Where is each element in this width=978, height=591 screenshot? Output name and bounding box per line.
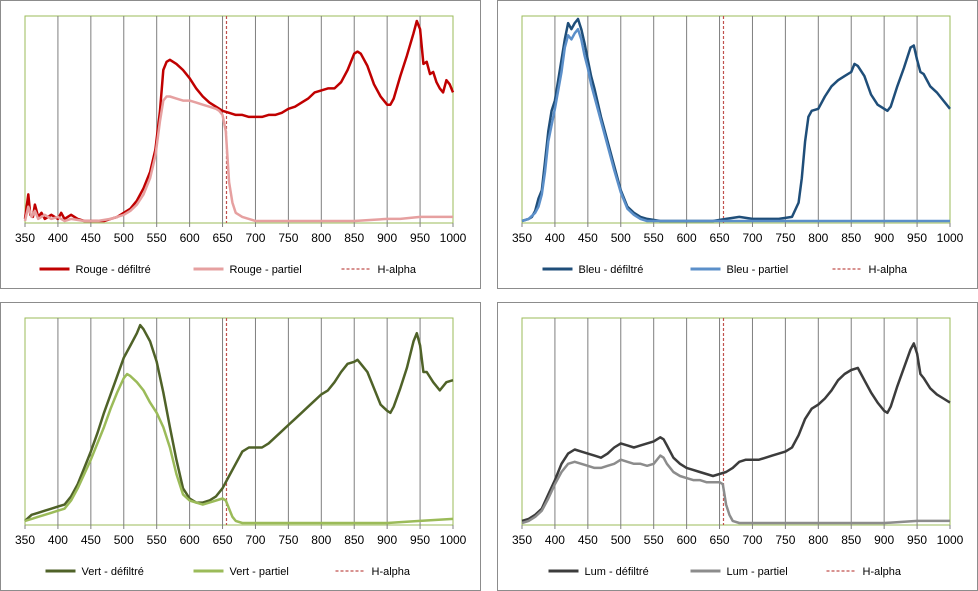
- x-tick-label: 850: [344, 533, 364, 547]
- x-tick-label: 400: [545, 231, 565, 245]
- x-tick-label: 500: [114, 231, 134, 245]
- chart-vert: 350 400 450 500 550 600 650 700 750 800 850 900 950 1…: [15, 317, 467, 578]
- legend-label: Bleu - partiel: [727, 264, 789, 276]
- legend-label: Lum - défiltré: [585, 566, 649, 578]
- chart-bleu: 350 400 450 500 550 600 650 700 750 800 850 900 950 1…: [512, 15, 964, 276]
- x-tick-label: 900: [874, 533, 894, 547]
- x-tick-label: 650: [710, 533, 730, 547]
- x-tick-label: 750: [278, 533, 298, 547]
- legend-label: H-alpha: [863, 566, 902, 578]
- series-line-vert-partiel: [24, 372, 454, 525]
- x-tick-label: 700: [742, 231, 762, 245]
- legend-label: Bleu - défiltré: [579, 264, 644, 276]
- series-line-lum-defiltre: [521, 342, 951, 523]
- x-tick-label: 450: [578, 231, 598, 245]
- x-tick-label: 1000: [937, 231, 964, 245]
- legend-label: H-alpha: [378, 264, 417, 276]
- x-tick-label: 700: [245, 231, 265, 245]
- legend-label: Vert - défiltré: [82, 566, 144, 578]
- chart-panel-lum: 350 400 450 500 550 600 650 700 750 800 850 900 950 1…: [497, 302, 978, 591]
- x-tick-label: 500: [114, 533, 134, 547]
- x-tick-label: 650: [710, 231, 730, 245]
- plot-area: [521, 15, 951, 224]
- legend-label: H-alpha: [869, 264, 908, 276]
- x-tick-label: 550: [644, 533, 664, 547]
- x-tick-label: 400: [48, 533, 68, 547]
- series-line-lum-partiel: [521, 454, 950, 525]
- x-tick-label: 1000: [440, 231, 467, 245]
- x-tick-label: 900: [377, 533, 397, 547]
- x-tick-label: 1000: [937, 533, 964, 547]
- x-tick-label: 600: [180, 231, 200, 245]
- x-tick-label: 650: [213, 231, 233, 245]
- x-tick-label: 950: [907, 533, 927, 547]
- x-tick-label: 800: [311, 533, 331, 547]
- x-tick-label: 900: [874, 231, 894, 245]
- x-tick-label: 700: [742, 533, 762, 547]
- legend-label: Rouge - défiltré: [76, 264, 151, 276]
- x-tick-label: 850: [841, 533, 861, 547]
- chart-panel-rouge: 350 400 450 500 550 600 650 700 750 800 850 900 950 1…: [0, 0, 481, 289]
- chart-lum: 350 400 450 500 550 600 650 700 750 800 850 900 950 1…: [512, 317, 964, 578]
- x-tick-label: 400: [545, 533, 565, 547]
- series-line-rouge-partiel: [23, 95, 453, 223]
- x-tick-label: 350: [15, 533, 35, 547]
- x-tick-label: 500: [611, 533, 631, 547]
- series-line-rouge-defiltre: [23, 19, 455, 223]
- legend-label: H-alpha: [372, 566, 411, 578]
- x-tick-label: 600: [677, 231, 697, 245]
- x-tick-label: 350: [15, 231, 35, 245]
- x-tick-label: 750: [775, 533, 795, 547]
- x-tick-label: 950: [410, 533, 430, 547]
- x-tick-label: 500: [611, 231, 631, 245]
- plot-area: [24, 15, 454, 224]
- series-line-vert-defiltre: [24, 323, 454, 522]
- x-tick-label: 900: [377, 231, 397, 245]
- x-tick-label: 800: [311, 231, 331, 245]
- series-line-bleu-defiltre: [521, 17, 951, 223]
- series-line-bleu-partiel: [521, 27, 950, 223]
- x-tick-label: 350: [512, 231, 532, 245]
- x-tick-label: 450: [81, 231, 101, 245]
- x-tick-label: 750: [278, 231, 298, 245]
- x-tick-label: 800: [808, 533, 828, 547]
- x-tick-label: 400: [48, 231, 68, 245]
- x-tick-label: 600: [180, 533, 200, 547]
- x-tick-label: 1000: [440, 533, 467, 547]
- chart-rouge: 350 400 450 500 550 600 650 700 750 800 850 900 950 1…: [15, 15, 467, 276]
- x-tick-label: 850: [344, 231, 364, 245]
- x-tick-label: 600: [677, 533, 697, 547]
- legend: Bleu - défiltré Bleu - partiel H-alpha: [542, 264, 908, 276]
- legend: Lum - défiltré Lum - partiel H-alpha: [548, 566, 902, 578]
- legend: Vert - défiltré Vert - partiel H-alpha: [45, 566, 411, 578]
- x-tick-label: 650: [213, 533, 233, 547]
- x-tick-label: 950: [907, 231, 927, 245]
- x-tick-label: 550: [147, 231, 167, 245]
- x-tick-label: 450: [81, 533, 101, 547]
- x-tick-label: 850: [841, 231, 861, 245]
- x-tick-label: 950: [410, 231, 430, 245]
- legend: Rouge - défiltré Rouge - partiel H-alpha: [39, 264, 417, 276]
- x-tick-label: 350: [512, 533, 532, 547]
- x-tick-label: 450: [578, 533, 598, 547]
- legend-label: Rouge - partiel: [230, 264, 302, 276]
- legend-label: Lum - partiel: [727, 566, 788, 578]
- chart-panel-vert: 350 400 450 500 550 600 650 700 750 800 850 900 950 1…: [0, 302, 481, 591]
- x-tick-label: 750: [775, 231, 795, 245]
- x-tick-label: 550: [147, 533, 167, 547]
- x-tick-label: 800: [808, 231, 828, 245]
- x-tick-label: 550: [644, 231, 664, 245]
- legend-label: Vert - partiel: [230, 566, 289, 578]
- plot-area: [521, 317, 951, 526]
- plot-area: [24, 317, 454, 526]
- x-tick-label: 700: [245, 533, 265, 547]
- chart-panel-bleu: 350 400 450 500 550 600 650 700 750 800 850 900 950 1…: [497, 0, 978, 289]
